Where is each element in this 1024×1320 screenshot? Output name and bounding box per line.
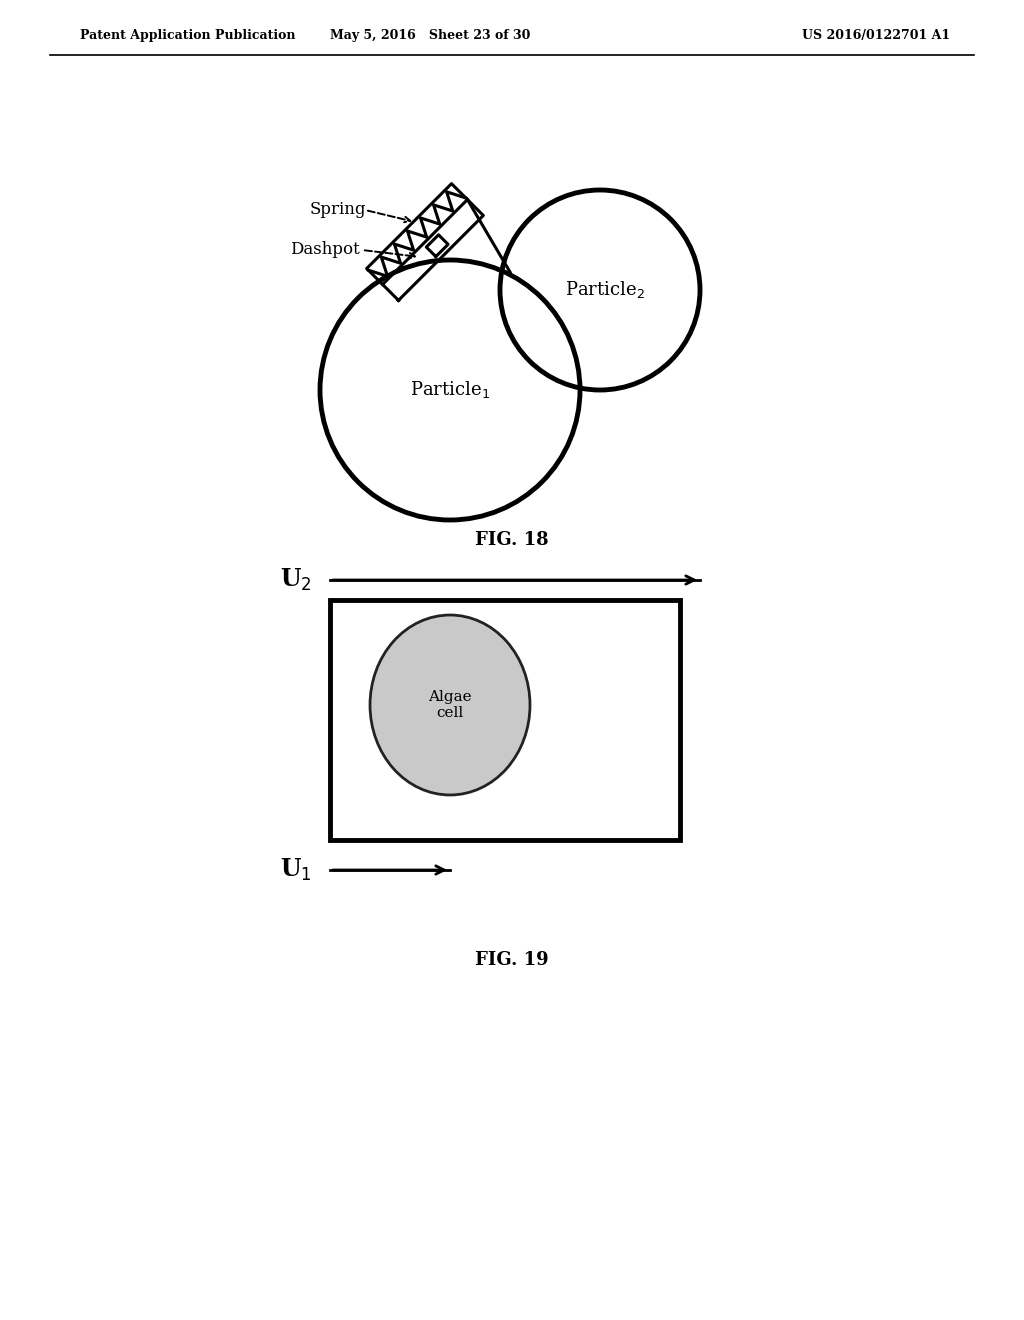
Text: Dashpot: Dashpot — [290, 242, 359, 259]
Text: Patent Application Publication: Patent Application Publication — [80, 29, 296, 41]
Text: FIG. 18: FIG. 18 — [475, 531, 549, 549]
Text: Algae
cell: Algae cell — [428, 690, 472, 721]
Text: U$_2$: U$_2$ — [281, 566, 312, 593]
Text: Particle$_1$: Particle$_1$ — [410, 380, 490, 400]
Bar — [330, 601, 680, 840]
Text: U$_1$: U$_1$ — [281, 857, 312, 883]
Text: Spring: Spring — [310, 202, 367, 219]
Ellipse shape — [370, 615, 530, 795]
Text: Particle$_2$: Particle$_2$ — [565, 280, 645, 301]
Text: US 2016/0122701 A1: US 2016/0122701 A1 — [802, 29, 950, 41]
Text: FIG. 19: FIG. 19 — [475, 950, 549, 969]
Text: May 5, 2016   Sheet 23 of 30: May 5, 2016 Sheet 23 of 30 — [330, 29, 530, 41]
